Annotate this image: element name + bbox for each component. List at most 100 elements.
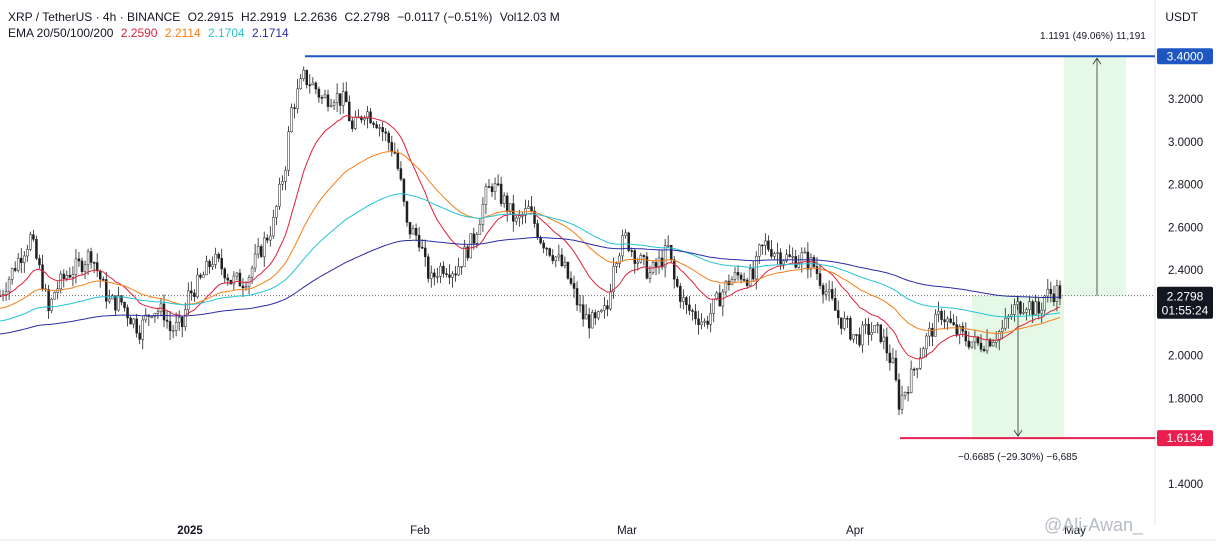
candle-body: [967, 340, 971, 348]
candle-body: [335, 93, 339, 103]
candle-body: [95, 262, 99, 272]
candle-body: [566, 261, 570, 279]
ohlc-close: C2.2798: [344, 10, 390, 24]
candle-body: [691, 310, 694, 312]
candle-body: [618, 255, 621, 264]
candle-body: [341, 91, 345, 106]
candle-body: [575, 288, 579, 306]
projection-down-label: −0.6685 (−29.30%) −6,685: [958, 452, 1078, 463]
candle-body: [1034, 301, 1037, 315]
candle-body: [900, 394, 904, 410]
candle-body: [65, 274, 69, 279]
candle-body: [390, 142, 394, 153]
candle-body: [779, 252, 782, 265]
candle-body: [23, 255, 26, 263]
candle-body: [715, 292, 719, 300]
candle-body: [946, 318, 949, 322]
candle-body: [426, 256, 430, 279]
currency-label[interactable]: USDT: [1165, 10, 1198, 24]
candle-body: [518, 215, 521, 219]
candle-body: [970, 341, 974, 348]
candle-body: [363, 117, 366, 121]
candle-body: [59, 273, 62, 290]
candle-body: [126, 307, 129, 319]
candle-body: [912, 368, 916, 371]
candle-body: [117, 295, 120, 311]
candle-body: [281, 181, 284, 185]
candle-body: [1043, 295, 1047, 311]
candle-body: [560, 254, 564, 266]
candle-body: [272, 217, 275, 237]
candle-body: [74, 258, 78, 275]
candle-body: [305, 69, 309, 85]
x-tick-label-4: May: [1064, 525, 1086, 537]
candle-body: [220, 258, 223, 270]
candle-body: [1049, 289, 1053, 295]
candle-body: [83, 264, 87, 272]
candle-body: [530, 206, 533, 212]
candle-body: [123, 301, 126, 308]
candle-body: [758, 244, 761, 257]
candle-body: [712, 298, 715, 314]
candle-body: [724, 280, 728, 293]
candle-body: [925, 335, 928, 350]
candle-body: [733, 272, 737, 280]
candle-body: [32, 234, 35, 240]
candle-body: [624, 232, 627, 236]
candle-body: [697, 318, 700, 326]
candle-body: [736, 272, 740, 276]
support-tag-label: 1.6134: [1167, 431, 1204, 445]
candle-body: [445, 273, 448, 275]
candle-body: [885, 336, 889, 354]
candle-body: [569, 278, 573, 284]
candle-body: [13, 268, 17, 271]
candle-body: [642, 255, 646, 257]
candle-body: [1031, 301, 1034, 315]
candle-body: [800, 252, 804, 263]
candle-body: [633, 250, 637, 264]
candle-body: [709, 313, 712, 325]
price-change: −0.0117 (−0.51%): [397, 10, 493, 24]
candle-body: [979, 342, 983, 350]
candle-body: [1019, 301, 1022, 314]
candle-body: [961, 326, 965, 332]
candle-body: [849, 318, 852, 340]
candle-body: [873, 325, 876, 333]
candle-body: [205, 260, 208, 276]
candle-body: [29, 234, 32, 250]
candle-body: [253, 253, 257, 269]
candle-body: [764, 240, 767, 246]
candle-body: [372, 122, 375, 125]
candle-body: [1016, 301, 1019, 305]
candle-body: [238, 272, 242, 287]
candle-body: [949, 318, 952, 323]
candle-body: [402, 178, 406, 202]
ema-legend[interactable]: EMA 20/50/100/200 2.2590 2.2114 2.1704 2…: [8, 26, 293, 40]
candle-body: [190, 290, 193, 294]
volume-value: Vol12.03 M: [499, 10, 560, 24]
candle-body: [837, 310, 840, 319]
candle-body: [824, 291, 828, 295]
candle-body: [196, 274, 199, 298]
candle-body: [888, 352, 892, 364]
candle-body: [739, 274, 743, 280]
current-price-tag: [1157, 286, 1213, 319]
candle-body: [174, 321, 178, 331]
candle-body: [317, 88, 321, 98]
candle-body: [627, 232, 630, 251]
candle-body: [269, 235, 272, 241]
projection-up-box: [1064, 56, 1126, 296]
symbol-title[interactable]: XRP / TetherUS · 4h · BINANCE: [8, 10, 181, 24]
candle-body: [223, 268, 226, 279]
x-tick-label-0: 2025: [177, 525, 203, 537]
candle-body: [700, 321, 703, 326]
candle-body: [466, 246, 469, 259]
candle-body: [92, 262, 96, 264]
candle-body: [396, 152, 400, 169]
candle-body: [266, 237, 269, 241]
projection-up-arrowhead: [1092, 57, 1102, 65]
candle-body: [600, 309, 603, 312]
candle-body: [326, 94, 330, 107]
candle-body: [815, 266, 819, 274]
